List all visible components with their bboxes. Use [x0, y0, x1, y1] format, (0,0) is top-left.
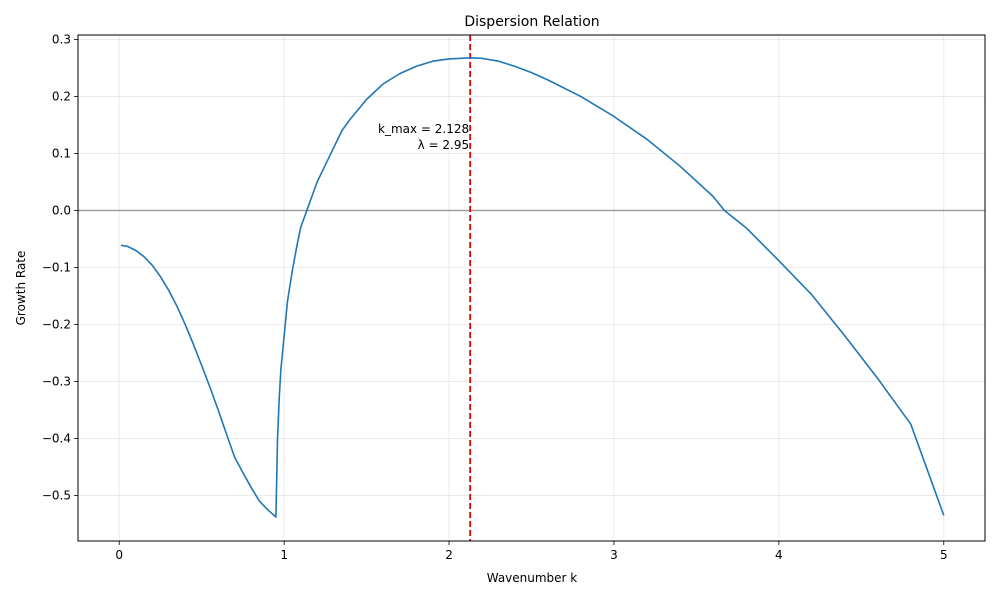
series	[120, 56, 945, 518]
reference-lines	[78, 35, 985, 541]
x-tick-label: 5	[940, 548, 948, 562]
x-tick-label: 0	[115, 548, 123, 562]
x-tick-label: 1	[280, 548, 288, 562]
y-tick-label: −0.5	[42, 488, 71, 502]
y-tick-label: 0.2	[52, 90, 71, 104]
y-tick-label: −0.1	[42, 260, 71, 274]
y-tick-label: −0.4	[42, 431, 71, 445]
y-tick-label: −0.3	[42, 374, 71, 388]
annotation-lambda: λ = 2.95	[418, 138, 470, 152]
y-axis-label: Growth Rate	[14, 251, 28, 326]
x-axis-label: Wavenumber k	[487, 571, 578, 585]
y-tick-label: 0.1	[52, 147, 71, 161]
ticks: 0 1 2 3 4 5 0.3 0.2 0.1 0.0 −0.1 −0.2 −0.3 −0.4 −0.5	[42, 33, 948, 562]
chart-title: Dispersion Relation	[464, 14, 599, 30]
y-tick-label: −0.2	[42, 317, 71, 331]
y-tick-label: 0.3	[52, 33, 71, 47]
annotation-kmax: k_max = 2.128	[378, 122, 469, 136]
x-tick-label: 2	[445, 548, 453, 562]
x-tick-label: 3	[610, 548, 618, 562]
growth-rate-curve	[120, 56, 945, 518]
y-tick-label: 0.0	[52, 204, 71, 218]
plot-frame	[77, 34, 986, 542]
x-tick-label: 4	[775, 548, 783, 562]
